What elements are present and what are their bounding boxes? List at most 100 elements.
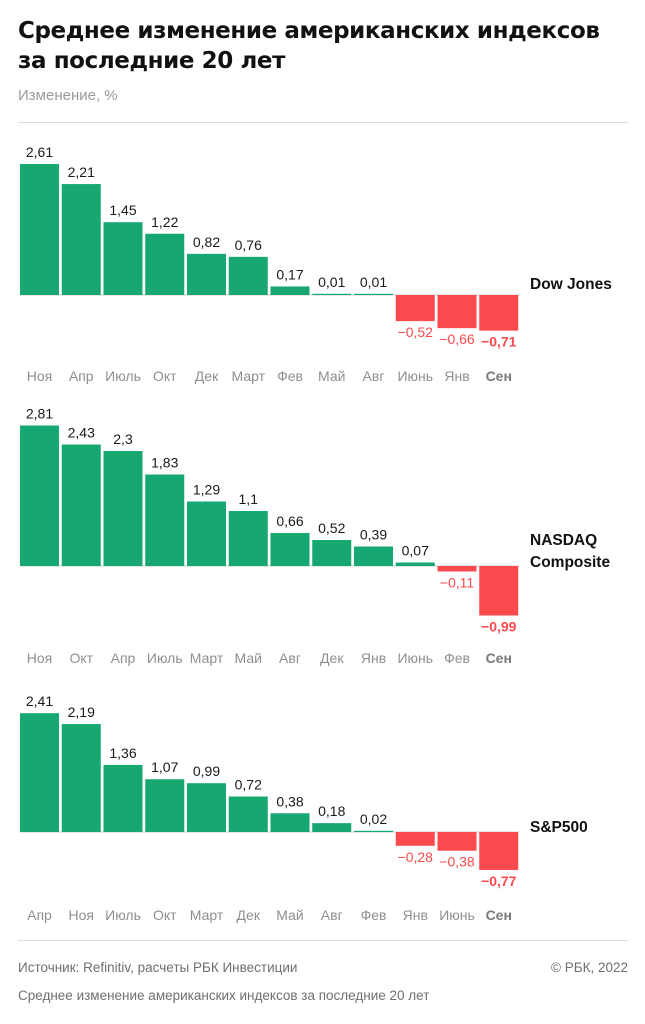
value-label: 1,29 bbox=[193, 482, 220, 498]
month-label: Фев bbox=[277, 368, 303, 384]
bar-июль bbox=[103, 222, 143, 295]
value-label: 0,38 bbox=[276, 793, 303, 809]
bar-дек bbox=[228, 796, 268, 832]
value-label: 2,81 bbox=[26, 406, 53, 422]
bar-янв bbox=[437, 295, 477, 329]
bar-ноя bbox=[20, 163, 59, 295]
series-name: S&P500 bbox=[530, 819, 588, 836]
month-label: Сен bbox=[486, 907, 512, 923]
value-label: −0,99 bbox=[481, 619, 517, 635]
value-label: −0,66 bbox=[439, 331, 475, 347]
value-label: 1,45 bbox=[109, 202, 136, 218]
month-label: Сен bbox=[486, 368, 512, 384]
bar-сен bbox=[479, 832, 519, 870]
bar-окт bbox=[61, 444, 101, 566]
bar-март bbox=[187, 501, 226, 566]
value-label: 1,22 bbox=[151, 214, 178, 230]
value-label: 0,01 bbox=[360, 274, 387, 290]
month-label: Авг bbox=[321, 907, 343, 923]
value-label: 0,66 bbox=[276, 513, 303, 529]
month-label: Июнь bbox=[397, 650, 433, 666]
bar-май bbox=[270, 813, 310, 832]
month-label: Март bbox=[190, 907, 224, 923]
footnote: Среднее изменение американских индексов … bbox=[18, 988, 430, 1003]
month-label: Март bbox=[232, 368, 266, 384]
month-label: Фев bbox=[444, 650, 470, 666]
month-label: Апр bbox=[27, 907, 52, 923]
month-label: Ноя bbox=[27, 368, 52, 384]
bar-апр bbox=[103, 451, 143, 566]
month-label: Май bbox=[235, 650, 262, 666]
bar-авг bbox=[354, 293, 393, 295]
bar-фев bbox=[437, 566, 477, 572]
month-label: Июль bbox=[105, 368, 141, 384]
value-label: 2,19 bbox=[68, 704, 95, 720]
month-label: Окт bbox=[153, 368, 177, 384]
value-label: 2,41 bbox=[26, 693, 53, 709]
month-label: Ноя bbox=[69, 907, 94, 923]
value-label: 0,82 bbox=[193, 234, 220, 250]
value-label: −0,28 bbox=[398, 849, 434, 865]
value-label: 1,07 bbox=[151, 759, 178, 775]
value-label: 1,36 bbox=[109, 745, 136, 761]
bar-март bbox=[187, 783, 226, 832]
chart-title: Среднее изменение американских индексов … bbox=[18, 18, 600, 74]
value-label: −0,52 bbox=[398, 324, 434, 340]
bar-авг bbox=[270, 533, 310, 566]
value-label: 2,3 bbox=[113, 431, 133, 447]
bar-сен bbox=[479, 566, 519, 616]
month-label: Июль bbox=[105, 907, 141, 923]
bar-янв bbox=[354, 546, 393, 566]
month-label: Авг bbox=[363, 368, 385, 384]
bar-май bbox=[312, 293, 352, 295]
bar-март bbox=[228, 256, 268, 295]
source-note: Источник: Refinitiv, расчеты РБК Инвести… bbox=[18, 960, 298, 975]
month-label: Ноя bbox=[27, 650, 52, 666]
month-label: Июль bbox=[147, 650, 183, 666]
value-label: 0,02 bbox=[360, 811, 387, 827]
value-label: −0,71 bbox=[481, 334, 517, 350]
month-label: Дек bbox=[237, 907, 261, 923]
bar-июнь bbox=[395, 295, 435, 322]
bar-окт bbox=[145, 779, 185, 832]
bar-дек bbox=[312, 540, 352, 566]
bar-ноя bbox=[61, 724, 101, 832]
copyright: © РБК, 2022 bbox=[551, 960, 628, 975]
month-label: Окт bbox=[69, 650, 93, 666]
month-label: Апр bbox=[69, 368, 94, 384]
bar-окт bbox=[145, 233, 185, 295]
bar-фев bbox=[354, 830, 393, 832]
value-label: −0,77 bbox=[481, 873, 517, 889]
month-label: Март bbox=[190, 650, 224, 666]
month-label: Дек bbox=[195, 368, 219, 384]
top-divider bbox=[18, 122, 628, 123]
bar-ноя bbox=[20, 425, 59, 566]
month-label: Май bbox=[318, 368, 345, 384]
series-name: Composite bbox=[530, 554, 610, 571]
bar-янв bbox=[395, 832, 435, 846]
bar-июнь bbox=[395, 562, 435, 566]
month-label: Янв bbox=[444, 368, 469, 384]
value-label: 0,72 bbox=[235, 777, 262, 793]
value-label: 2,21 bbox=[68, 164, 95, 180]
value-label: 0,18 bbox=[318, 803, 345, 819]
bar-апр bbox=[61, 184, 101, 295]
value-label: 0,07 bbox=[402, 543, 429, 559]
bottom-divider bbox=[18, 940, 628, 941]
bar-апр bbox=[20, 713, 59, 832]
month-label: Фев bbox=[361, 907, 387, 923]
bar-дек bbox=[187, 253, 226, 295]
value-label: 1,83 bbox=[151, 455, 178, 471]
value-label: 0,17 bbox=[276, 266, 303, 282]
month-label: Янв bbox=[361, 650, 386, 666]
value-label: 0,01 bbox=[318, 274, 345, 290]
month-label: Май bbox=[276, 907, 303, 923]
bar-июль bbox=[145, 474, 185, 566]
value-label: 2,43 bbox=[68, 425, 95, 441]
bar-фев bbox=[270, 286, 310, 295]
value-label: −0,38 bbox=[439, 854, 475, 870]
chart-nasdaq-composite: 2,81 Ноя 2,43 Окт 2,3 Апр 1,83 Июль 1,29 Март 1,1 М… bbox=[20, 406, 610, 666]
bar-сен bbox=[479, 295, 519, 331]
bar-май bbox=[228, 511, 268, 566]
bar-июнь bbox=[437, 832, 477, 851]
